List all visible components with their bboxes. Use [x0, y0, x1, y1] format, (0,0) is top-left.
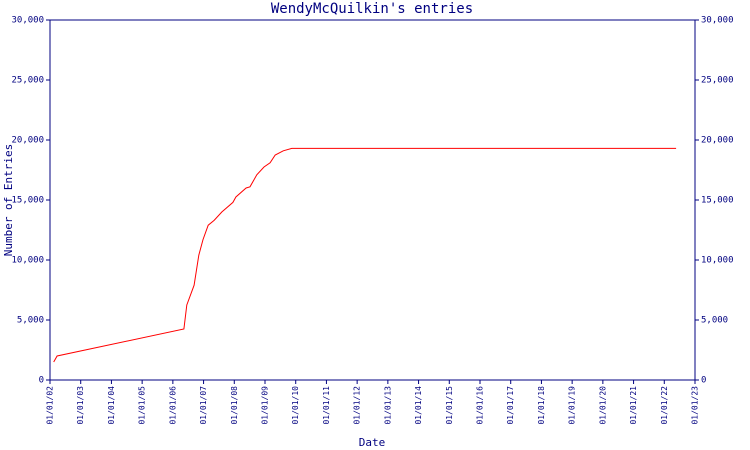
x-tick-label: 01/01/02 [46, 386, 55, 425]
x-tick-label: 01/01/10 [291, 386, 300, 425]
x-tick-label: 01/01/15 [445, 386, 454, 425]
x-tick-label: 01/01/09 [261, 386, 270, 425]
y2-tick-label: 5,000 [701, 316, 728, 326]
data-line [53, 147, 677, 363]
y-tick-label: 0 [39, 376, 44, 386]
x-tick-label: 01/01/13 [383, 386, 392, 425]
y-tick-label: 25,000 [11, 76, 44, 86]
x-tick-label: 01/01/16 [476, 386, 485, 425]
y-tick-label: 5,000 [17, 316, 44, 326]
x-tick-label: 01/01/08 [230, 386, 239, 425]
x-tick-label: 01/01/12 [353, 386, 362, 425]
x-tick-label: 01/01/20 [598, 386, 607, 425]
x-tick-label: 01/01/23 [691, 386, 700, 425]
x-tick-label: 01/01/19 [568, 386, 577, 425]
y2-tick-label: 15,000 [701, 196, 734, 206]
x-tick-label: 01/01/04 [107, 386, 116, 425]
x-tick-label: 01/01/21 [629, 386, 638, 425]
y-axis-label: Number of Entries [2, 144, 15, 257]
x-tick-label: 01/01/18 [537, 386, 546, 425]
y-tick-label: 10,000 [11, 256, 44, 266]
x-tick-label: 01/01/03 [76, 386, 85, 425]
x-axis-label: Date [359, 436, 386, 449]
x-tick-label: 01/01/06 [168, 386, 177, 425]
y2-tick-label: 30,000 [701, 16, 734, 26]
y2-tick-label: 10,000 [701, 256, 734, 266]
x-tick-label: 01/01/14 [414, 386, 423, 425]
y-tick-label: 15,000 [11, 196, 44, 206]
y2-tick-label: 0 [701, 376, 706, 386]
y2-tick-label: 25,000 [701, 76, 734, 86]
x-tick-label: 01/01/05 [138, 386, 147, 425]
x-tick-label: 01/01/17 [506, 386, 515, 425]
x-tick-label: 01/01/11 [322, 386, 331, 425]
y-tick-label: 20,000 [11, 136, 44, 146]
y-tick-label: 30,000 [11, 16, 44, 26]
chart-title: WendyMcQuilkin's entries [271, 1, 473, 17]
x-tick-label: 01/01/22 [660, 386, 669, 425]
x-tick-label: 01/01/07 [199, 386, 208, 425]
y2-tick-label: 20,000 [701, 136, 734, 146]
